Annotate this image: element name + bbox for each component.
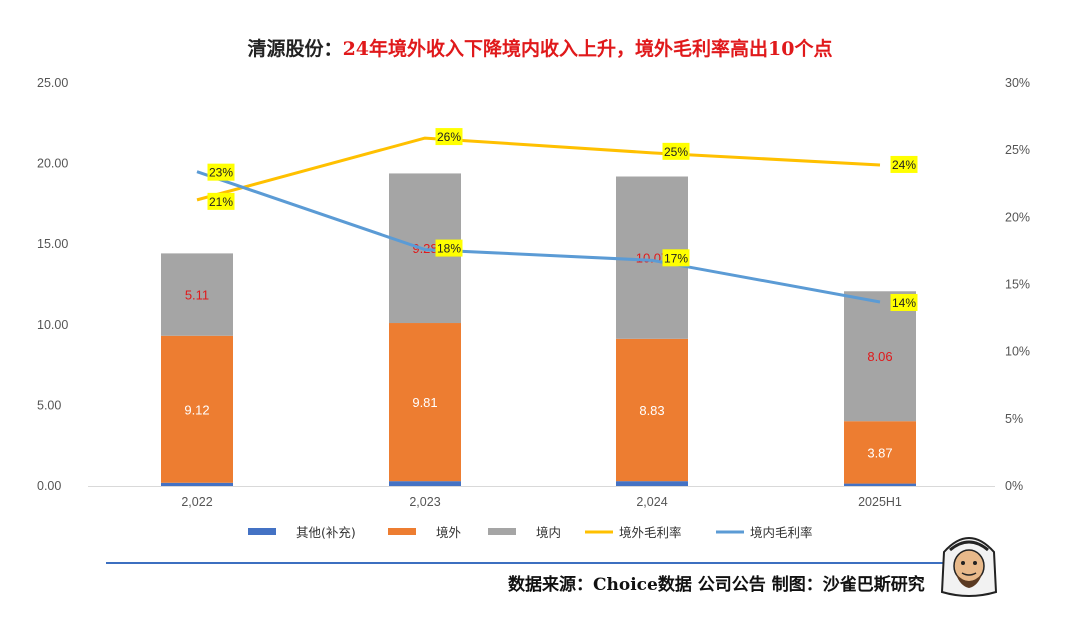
y-left-tick-label: 10.00	[37, 318, 68, 332]
x-tick-label: 2025H1	[858, 495, 902, 509]
bar-domestic	[844, 291, 916, 422]
x-tick-label: 2,024	[636, 495, 667, 509]
legend-label: 其他(补充)	[296, 525, 356, 540]
y-right-tick-label: 30%	[1005, 76, 1030, 90]
line-label-highlight	[890, 155, 918, 173]
bar-other	[616, 481, 688, 486]
bar-value-label: 9.12	[184, 402, 209, 417]
line-value-label: 18%	[437, 242, 461, 256]
y-right-tick-label: 20%	[1005, 210, 1030, 224]
line-label-highlight	[435, 239, 463, 257]
line-value-label: 21%	[209, 195, 233, 209]
legend-label: 境内	[536, 525, 561, 540]
line-label-highlight	[662, 249, 690, 267]
chart-title-company: 清源股份：	[247, 38, 343, 60]
line-label-highlight	[662, 142, 690, 160]
y-right-tick-label: 5%	[1005, 412, 1023, 426]
bar-other	[389, 481, 461, 486]
line-value-label: 14%	[892, 296, 916, 310]
bar-overseas	[616, 338, 688, 482]
y-right-tick-label: 0%	[1005, 479, 1023, 493]
bar-value-label: 9.81	[412, 395, 437, 410]
bar-overseas	[844, 421, 916, 484]
line-label-highlight	[207, 163, 235, 181]
legend-swatch	[488, 528, 516, 535]
line-label-highlight	[435, 128, 463, 146]
legend-label: 境外毛利率	[619, 525, 682, 540]
y-right-tick-label: 25%	[1005, 143, 1030, 157]
bar-overseas	[161, 335, 233, 483]
bar-other	[844, 483, 916, 486]
avatar-logo	[940, 537, 998, 597]
bar-value-label: 8.06	[867, 349, 892, 364]
x-tick-label: 2,023	[409, 495, 440, 509]
y-left-tick-label: 20.00	[37, 157, 68, 171]
y-left-tick-label: 25.00	[37, 76, 68, 90]
bar-domestic	[161, 253, 233, 336]
line-value-label: 24%	[892, 158, 916, 172]
chart-title-headline: 24年境外收入下降境内收入上升，境外毛利率高出10个点	[342, 38, 833, 60]
bar-other	[161, 482, 233, 486]
bar-value-label: 5.11	[185, 288, 209, 303]
domestic-margin-line	[196, 170, 881, 304]
footer-divider	[106, 562, 966, 564]
line-value-label: 25%	[664, 145, 688, 159]
y-left-tick-label: 0.00	[37, 479, 61, 493]
y-left-tick-label: 5.00	[37, 398, 61, 412]
bar-value-label: 8.83	[639, 403, 664, 418]
legend-label: 境内毛利率	[750, 525, 813, 540]
line-label-highlight	[207, 192, 235, 210]
bar-overseas	[389, 323, 461, 482]
y-right-tick-label: 10%	[1005, 345, 1030, 359]
y-left-tick-label: 15.00	[37, 237, 68, 251]
chart-title: 清源股份：24年境外收入下降境内收入上升，境外毛利率高出10个点	[0, 34, 1080, 61]
y-right-tick-label: 15%	[1005, 278, 1030, 292]
source-note: 数据来源：Choice数据 公司公告 制图：沙雀巴斯研究	[508, 575, 925, 595]
bar-value-label: 3.87	[867, 445, 892, 460]
x-tick-label: 2,022	[181, 495, 212, 509]
line-label-highlight	[890, 293, 918, 311]
overseas-margin-line	[196, 136, 881, 202]
line-value-label: 17%	[664, 251, 688, 265]
legend-swatch	[388, 528, 416, 535]
legend-label: 境外	[436, 525, 462, 540]
line-value-label: 23%	[209, 166, 233, 180]
line-value-label: 26%	[437, 130, 461, 144]
legend-swatch	[248, 528, 276, 535]
